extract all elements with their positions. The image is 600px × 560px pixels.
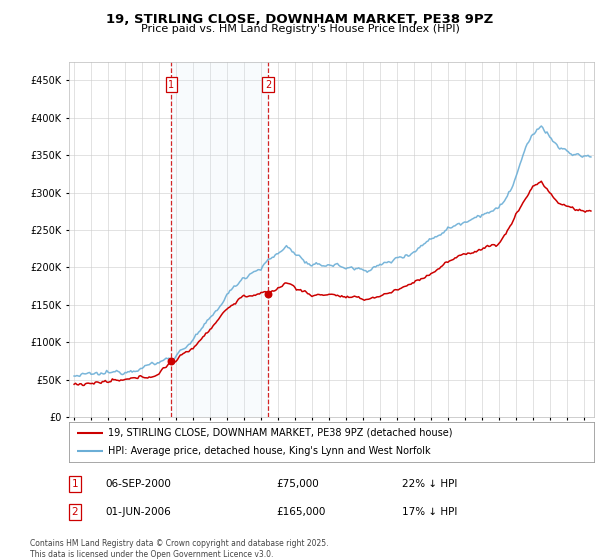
- Text: Price paid vs. HM Land Registry's House Price Index (HPI): Price paid vs. HM Land Registry's House …: [140, 24, 460, 34]
- Text: 06-SEP-2000: 06-SEP-2000: [105, 479, 171, 489]
- Text: 2: 2: [265, 80, 271, 90]
- Text: 19, STIRLING CLOSE, DOWNHAM MARKET, PE38 9PZ (detached house): 19, STIRLING CLOSE, DOWNHAM MARKET, PE38…: [109, 428, 453, 437]
- Text: 01-JUN-2006: 01-JUN-2006: [105, 507, 171, 517]
- Point: [263, 289, 273, 298]
- Text: 22% ↓ HPI: 22% ↓ HPI: [402, 479, 457, 489]
- Text: 1: 1: [168, 80, 174, 90]
- Text: 1: 1: [71, 479, 79, 489]
- Text: 2: 2: [71, 507, 79, 517]
- Point: [166, 357, 176, 366]
- Text: Contains HM Land Registry data © Crown copyright and database right 2025.
This d: Contains HM Land Registry data © Crown c…: [30, 539, 329, 559]
- Text: £165,000: £165,000: [276, 507, 325, 517]
- Text: £75,000: £75,000: [276, 479, 319, 489]
- Bar: [171, 62, 268, 417]
- Text: 19, STIRLING CLOSE, DOWNHAM MARKET, PE38 9PZ: 19, STIRLING CLOSE, DOWNHAM MARKET, PE38…: [106, 13, 494, 26]
- Text: HPI: Average price, detached house, King's Lynn and West Norfolk: HPI: Average price, detached house, King…: [109, 446, 431, 456]
- Text: 17% ↓ HPI: 17% ↓ HPI: [402, 507, 457, 517]
